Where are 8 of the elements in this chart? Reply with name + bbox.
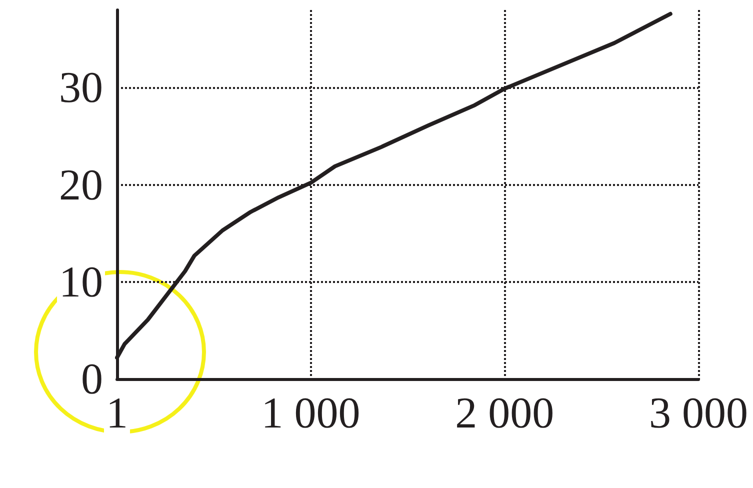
y-tick-label: 20	[59, 160, 103, 210]
y-tick-label: 30	[59, 63, 103, 112]
x-tick-label: 3 000	[649, 388, 748, 438]
y-tick-label: 0	[81, 354, 103, 404]
x-tick-label: 1	[106, 388, 128, 438]
x-tick-label: 2 000	[455, 388, 554, 438]
y-tick-label: 10	[59, 257, 103, 306]
x-tick-label: 1 000	[261, 388, 360, 438]
